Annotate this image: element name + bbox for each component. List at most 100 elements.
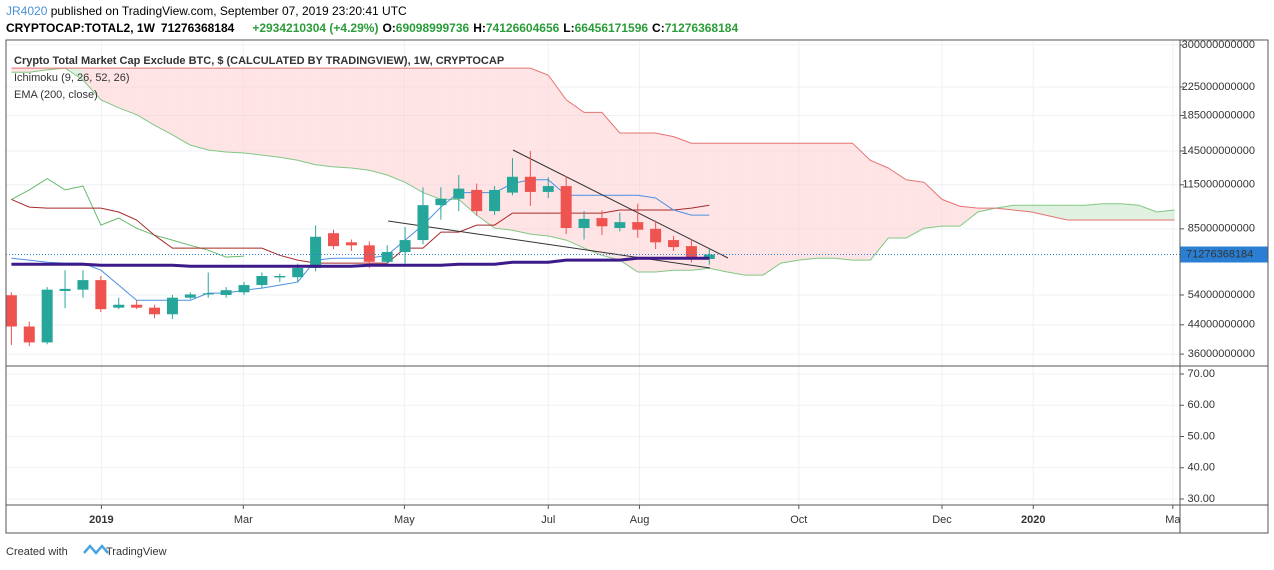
indicator-line	[11, 256, 710, 268]
candle-body	[328, 233, 340, 247]
candle-body	[381, 252, 393, 262]
cloud	[1120, 203, 1139, 221]
last-price-tag	[1180, 246, 1268, 263]
candle-body	[578, 218, 590, 228]
y-tick-label: 300000000000	[1182, 39, 1255, 51]
cloud	[1067, 205, 1086, 221]
frame	[5, 39, 1269, 534]
y-tick-label: 70.00	[1187, 368, 1215, 380]
change: +2934210304 (+4.29%)	[252, 21, 378, 35]
cloud	[1103, 203, 1121, 221]
y-tick-label: 225000000000	[1182, 81, 1255, 93]
candle-body	[506, 176, 518, 193]
candle-body	[560, 186, 572, 228]
cloud	[369, 68, 388, 175]
y-tick-label: 60.00	[1187, 399, 1215, 411]
candle-body	[59, 288, 71, 291]
indicator-line	[11, 198, 710, 264]
cloud	[816, 143, 835, 259]
cloud	[261, 68, 280, 158]
candle-body	[166, 297, 178, 315]
cloud	[763, 143, 781, 276]
cloud	[136, 68, 155, 126]
y-tick-label: 115000000000	[1182, 179, 1255, 191]
cloud	[673, 136, 692, 271]
indicator-line	[11, 67, 1175, 276]
symbol: CRYPTOCAP:TOTAL2, 1W	[6, 21, 156, 35]
cloud	[208, 68, 227, 153]
footer-logo	[83, 544, 109, 555]
cloud	[959, 206, 978, 227]
candle-body	[542, 186, 554, 192]
candle-body	[256, 276, 268, 286]
candle-body	[345, 242, 357, 246]
y-tick-label: 145000000000	[1182, 145, 1255, 157]
x-tick-label: Jul	[541, 514, 555, 526]
footer-created: Created with	[6, 546, 68, 558]
h-value: 74126604656	[486, 21, 560, 35]
candle-body	[184, 294, 196, 298]
cloud	[100, 68, 119, 108]
candle-body	[435, 198, 447, 206]
x-tick-label: 2020	[1021, 514, 1045, 526]
cloud	[154, 68, 173, 135]
cloud	[244, 68, 262, 156]
x-tick-label: Mar	[234, 514, 253, 526]
cloud	[315, 68, 334, 167]
candle-body	[274, 276, 286, 278]
cloud	[798, 143, 817, 261]
publish-line: JR4020 published on TradingView.com, Sep…	[6, 4, 407, 18]
cloud	[655, 133, 674, 273]
candle-body	[650, 228, 662, 243]
cloud	[190, 68, 209, 150]
x-tick-label: Ma	[1165, 514, 1181, 526]
candle-body	[238, 285, 250, 293]
cloud	[619, 133, 638, 273]
candle-body	[417, 205, 429, 241]
candle-body	[399, 240, 411, 253]
cloud	[1156, 210, 1175, 221]
cloud	[118, 68, 137, 115]
y-tick-label: 185000000000	[1182, 109, 1255, 121]
candle-body	[149, 307, 161, 315]
cloud	[637, 133, 656, 273]
candle-body	[310, 236, 322, 268]
y-tick-label: 50.00	[1187, 430, 1215, 442]
cloud	[870, 160, 889, 261]
y-tick-label: 85000000000	[1188, 223, 1255, 235]
cloud	[279, 68, 298, 161]
cloud	[405, 68, 423, 193]
cloud	[333, 68, 352, 169]
candle-body	[95, 280, 107, 310]
cloud	[512, 68, 531, 235]
y-tick-label: 36000000000	[1188, 348, 1255, 360]
cloud	[727, 143, 746, 276]
candle-body	[41, 289, 53, 343]
quote-line: CRYPTOCAP:TOTAL2, 1W 71276368184 +29342103…	[6, 21, 738, 35]
plot: 2019 Mar May Jul Aug Oct Dec 2020 Ma 300000000000…	[5, 39, 1268, 526]
cloud	[297, 68, 316, 165]
cloud	[351, 68, 370, 171]
cloud	[601, 112, 620, 261]
candle-body	[668, 240, 680, 248]
cloud	[82, 68, 101, 100]
x-tick-label: Oct	[790, 514, 807, 526]
candle-body	[596, 218, 608, 227]
candle-body	[471, 189, 483, 212]
indicator-line	[11, 67, 1175, 221]
cloud	[906, 179, 925, 239]
cloud	[226, 68, 245, 154]
indicator-line	[11, 179, 710, 301]
cloud	[584, 112, 602, 256]
o-label: O:	[382, 21, 395, 35]
candle-body	[524, 176, 536, 192]
candle-body	[489, 189, 501, 212]
cloud	[440, 68, 459, 200]
candle-body	[632, 222, 644, 230]
y-tick-label: 44000000000	[1188, 319, 1255, 331]
candle-body	[131, 304, 143, 308]
cloud	[941, 199, 960, 227]
cloud	[422, 68, 441, 200]
cloud	[11, 68, 30, 73]
